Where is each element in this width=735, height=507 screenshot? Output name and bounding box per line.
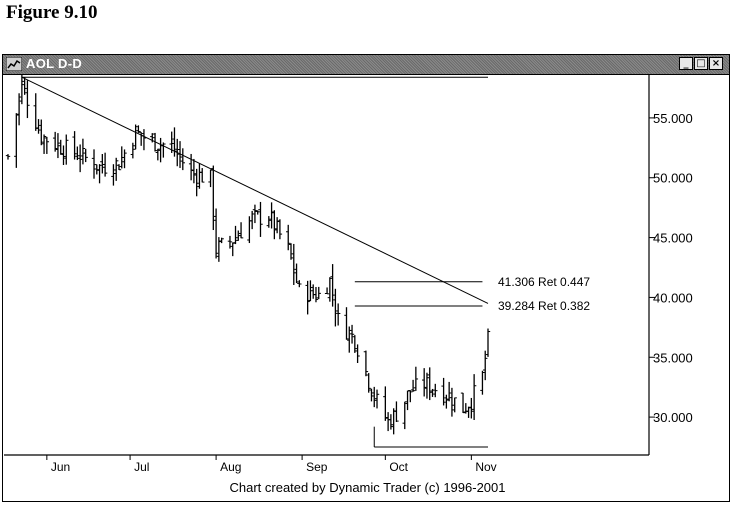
minimize-button[interactable]: _ <box>679 57 693 70</box>
y-tick-label: 45.000 <box>653 231 693 246</box>
y-tick-label: 55.000 <box>653 111 693 126</box>
figure-title: Figure 9.10 <box>6 2 98 23</box>
chart-app-icon <box>6 57 22 71</box>
retracement-label: 41.306 Ret 0.447 <box>498 275 590 289</box>
annotation-layer <box>21 76 489 448</box>
trendline <box>21 76 489 304</box>
label-layer: 55.000 50.000 45.000 40.000 35.000 30.000 Jun J… <box>51 111 693 474</box>
x-tick-label: Sep <box>306 460 328 474</box>
axes-layer <box>4 74 655 460</box>
x-tick-label: Jul <box>134 460 149 474</box>
x-tick-label: Aug <box>220 460 241 474</box>
close-button[interactable]: × <box>709 57 723 70</box>
maximize-button[interactable]: □ <box>694 57 708 70</box>
x-tick-label: Nov <box>475 460 496 474</box>
x-tick-label: Jun <box>51 460 70 474</box>
x-tick-label: Oct <box>389 460 408 474</box>
y-tick-label: 30.000 <box>653 410 693 425</box>
window-title: AOL D-D <box>26 56 83 71</box>
y-tick-label: 40.000 <box>653 290 693 305</box>
chart-credit-footer: Chart created by Dynamic Trader (c) 1996… <box>229 480 506 495</box>
y-tick-label: 35.000 <box>653 350 693 365</box>
retracement-label: 39.284 Ret 0.382 <box>498 299 590 313</box>
window-titlebar[interactable]: AOL D-D _ □ × <box>3 55 729 75</box>
chart-window: AOL D-D _ □ × <box>2 54 730 502</box>
y-tick-label: 50.000 <box>653 171 693 186</box>
price-bars-layer <box>5 74 491 435</box>
